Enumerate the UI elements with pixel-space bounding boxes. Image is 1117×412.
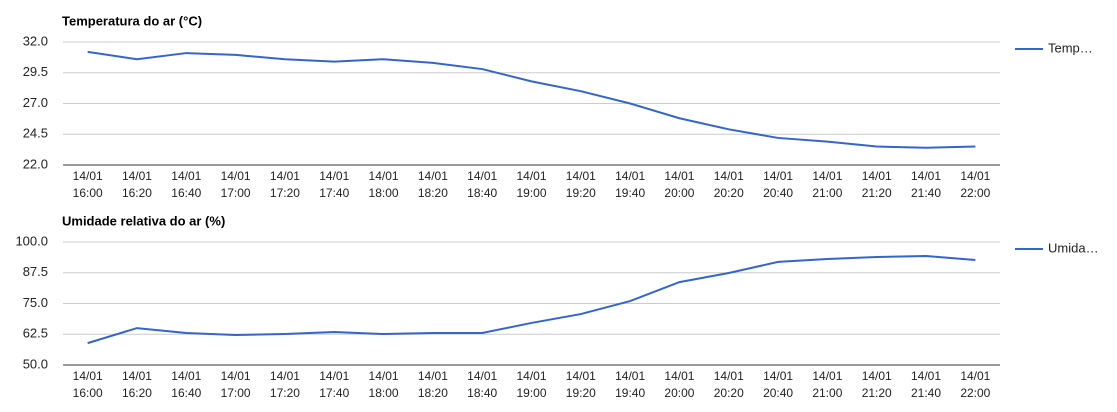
y-tick-label: 75.0 [23, 295, 48, 310]
y-tick-label: 27.0 [23, 95, 48, 110]
x-tick-label: 14/01 20:00 [664, 369, 694, 400]
x-tick-label: 14/01 21:20 [862, 169, 892, 200]
x-tick-label: 14/01 16:00 [73, 169, 103, 200]
x-tick-label: 14/01 18:20 [418, 169, 448, 200]
x-tick-label: 14/01 20:40 [763, 369, 793, 400]
x-tick-label: 14/01 17:20 [270, 369, 300, 400]
x-tick-label: 14/01 17:40 [319, 369, 349, 400]
x-tick-label: 14/01 22:00 [960, 169, 990, 200]
x-tick-label: 14/01 21:40 [911, 169, 941, 200]
x-tick-label: 14/01 16:00 [73, 369, 103, 400]
x-tick-label: 14/01 19:00 [516, 369, 546, 400]
y-tick-label: 62.5 [23, 326, 48, 341]
x-tick-label: 14/01 19:20 [566, 369, 596, 400]
chart: Umidade relativa do ar (%) 50.0 62.5 75.0 87… [15, 213, 1098, 400]
chart-title: Umidade relativa do ar (%) [62, 213, 225, 228]
chart: Temperatura do ar (°C) 22.0 24.5 27.0 29.5 32… [23, 13, 1093, 200]
x-tick-label: 14/01 20:20 [714, 169, 744, 200]
x-tick-label: 14/01 18:20 [418, 369, 448, 400]
series-line [87, 50, 976, 149]
x-tick-label: 14/01 18:00 [369, 369, 399, 400]
x-tick-label: 14/01 17:00 [221, 369, 251, 400]
x-tick-label: 14/01 16:40 [171, 169, 201, 200]
y-tick-label: 87.5 [23, 264, 48, 279]
x-tick-label: 14/01 16:20 [122, 169, 152, 200]
legend-label: Temp… [1048, 40, 1093, 55]
x-tick-label: 14/01 19:40 [615, 369, 645, 400]
x-tick-label: 14/01 17:00 [221, 169, 251, 200]
x-tick-label: 14/01 21:00 [812, 169, 842, 200]
y-tick-label: 32.0 [23, 33, 48, 48]
x-tick-label: 14/01 17:20 [270, 169, 300, 200]
y-tick-label: 100.0 [15, 233, 48, 248]
chart-title: Temperatura do ar (°C) [62, 13, 202, 28]
x-tick-label: 14/01 21:20 [862, 369, 892, 400]
x-tick-label: 14/01 17:40 [319, 169, 349, 200]
x-tick-label: 14/01 21:40 [911, 369, 941, 400]
y-tick-label: 24.5 [23, 126, 48, 141]
x-tick-label: 14/01 20:00 [664, 169, 694, 200]
x-tick-label: 14/01 16:40 [171, 369, 201, 400]
x-tick-label: 14/01 21:00 [812, 369, 842, 400]
y-tick-label: 50.0 [23, 356, 48, 371]
y-tick-label: 29.5 [23, 64, 48, 79]
x-tick-label: 14/01 19:40 [615, 169, 645, 200]
x-tick-label: 14/01 20:40 [763, 169, 793, 200]
legend-label: Umida… [1048, 240, 1099, 255]
x-tick-label: 14/01 19:00 [516, 169, 546, 200]
x-tick-label: 14/01 20:20 [714, 369, 744, 400]
series-line [87, 255, 976, 345]
y-tick-label: 22.0 [23, 156, 48, 171]
x-tick-label: 14/01 18:40 [467, 169, 497, 200]
x-tick-label: 14/01 19:20 [566, 169, 596, 200]
x-tick-label: 14/01 18:00 [369, 169, 399, 200]
x-tick-label: 14/01 22:00 [960, 369, 990, 400]
x-tick-label: 14/01 18:40 [467, 369, 497, 400]
x-tick-label: 14/01 16:20 [122, 369, 152, 400]
